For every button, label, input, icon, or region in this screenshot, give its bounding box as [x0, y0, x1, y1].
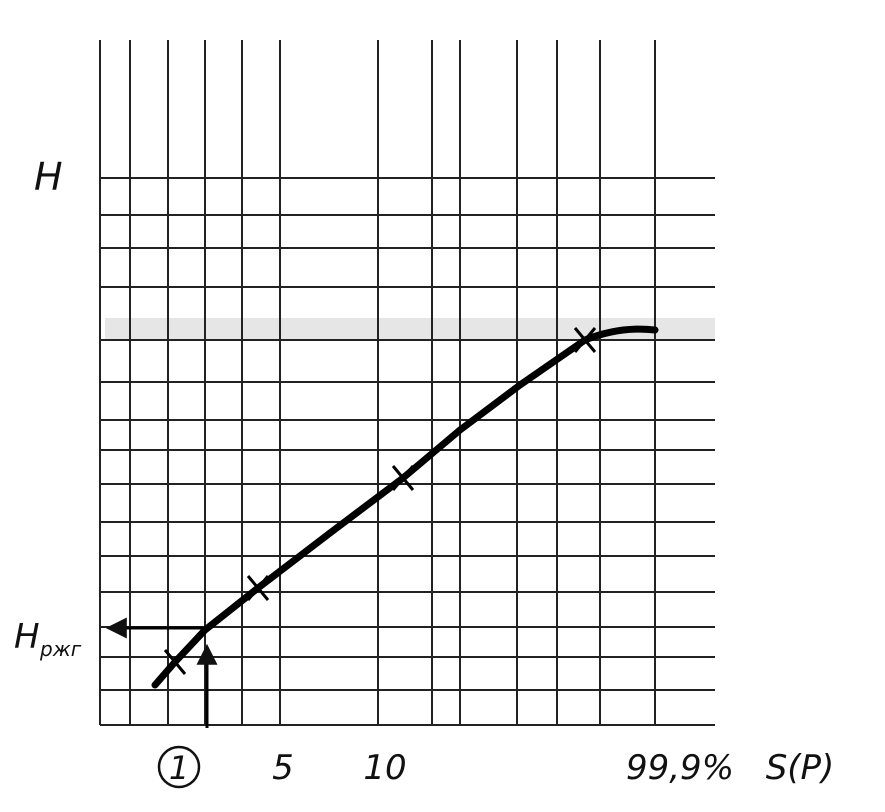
cross	[163, 649, 187, 675]
point-markers	[163, 327, 597, 675]
cross	[246, 575, 270, 601]
x-tick-label: 99,9%	[626, 748, 734, 788]
cross	[391, 465, 415, 491]
circle-mark	[157, 745, 201, 789]
curve	[151, 325, 659, 689]
grid	[99, 40, 715, 726]
y-marker: H	[14, 617, 40, 657]
x-label: S(P)	[766, 748, 835, 788]
x-tick-label: 10	[363, 748, 406, 788]
y-label: H	[34, 155, 63, 199]
y-marker-sub: ржг	[39, 637, 82, 661]
cross	[573, 327, 597, 353]
shaded-band	[105, 318, 715, 340]
x-tick-label: 5	[272, 748, 294, 788]
x-tick-label: 1	[169, 749, 189, 787]
